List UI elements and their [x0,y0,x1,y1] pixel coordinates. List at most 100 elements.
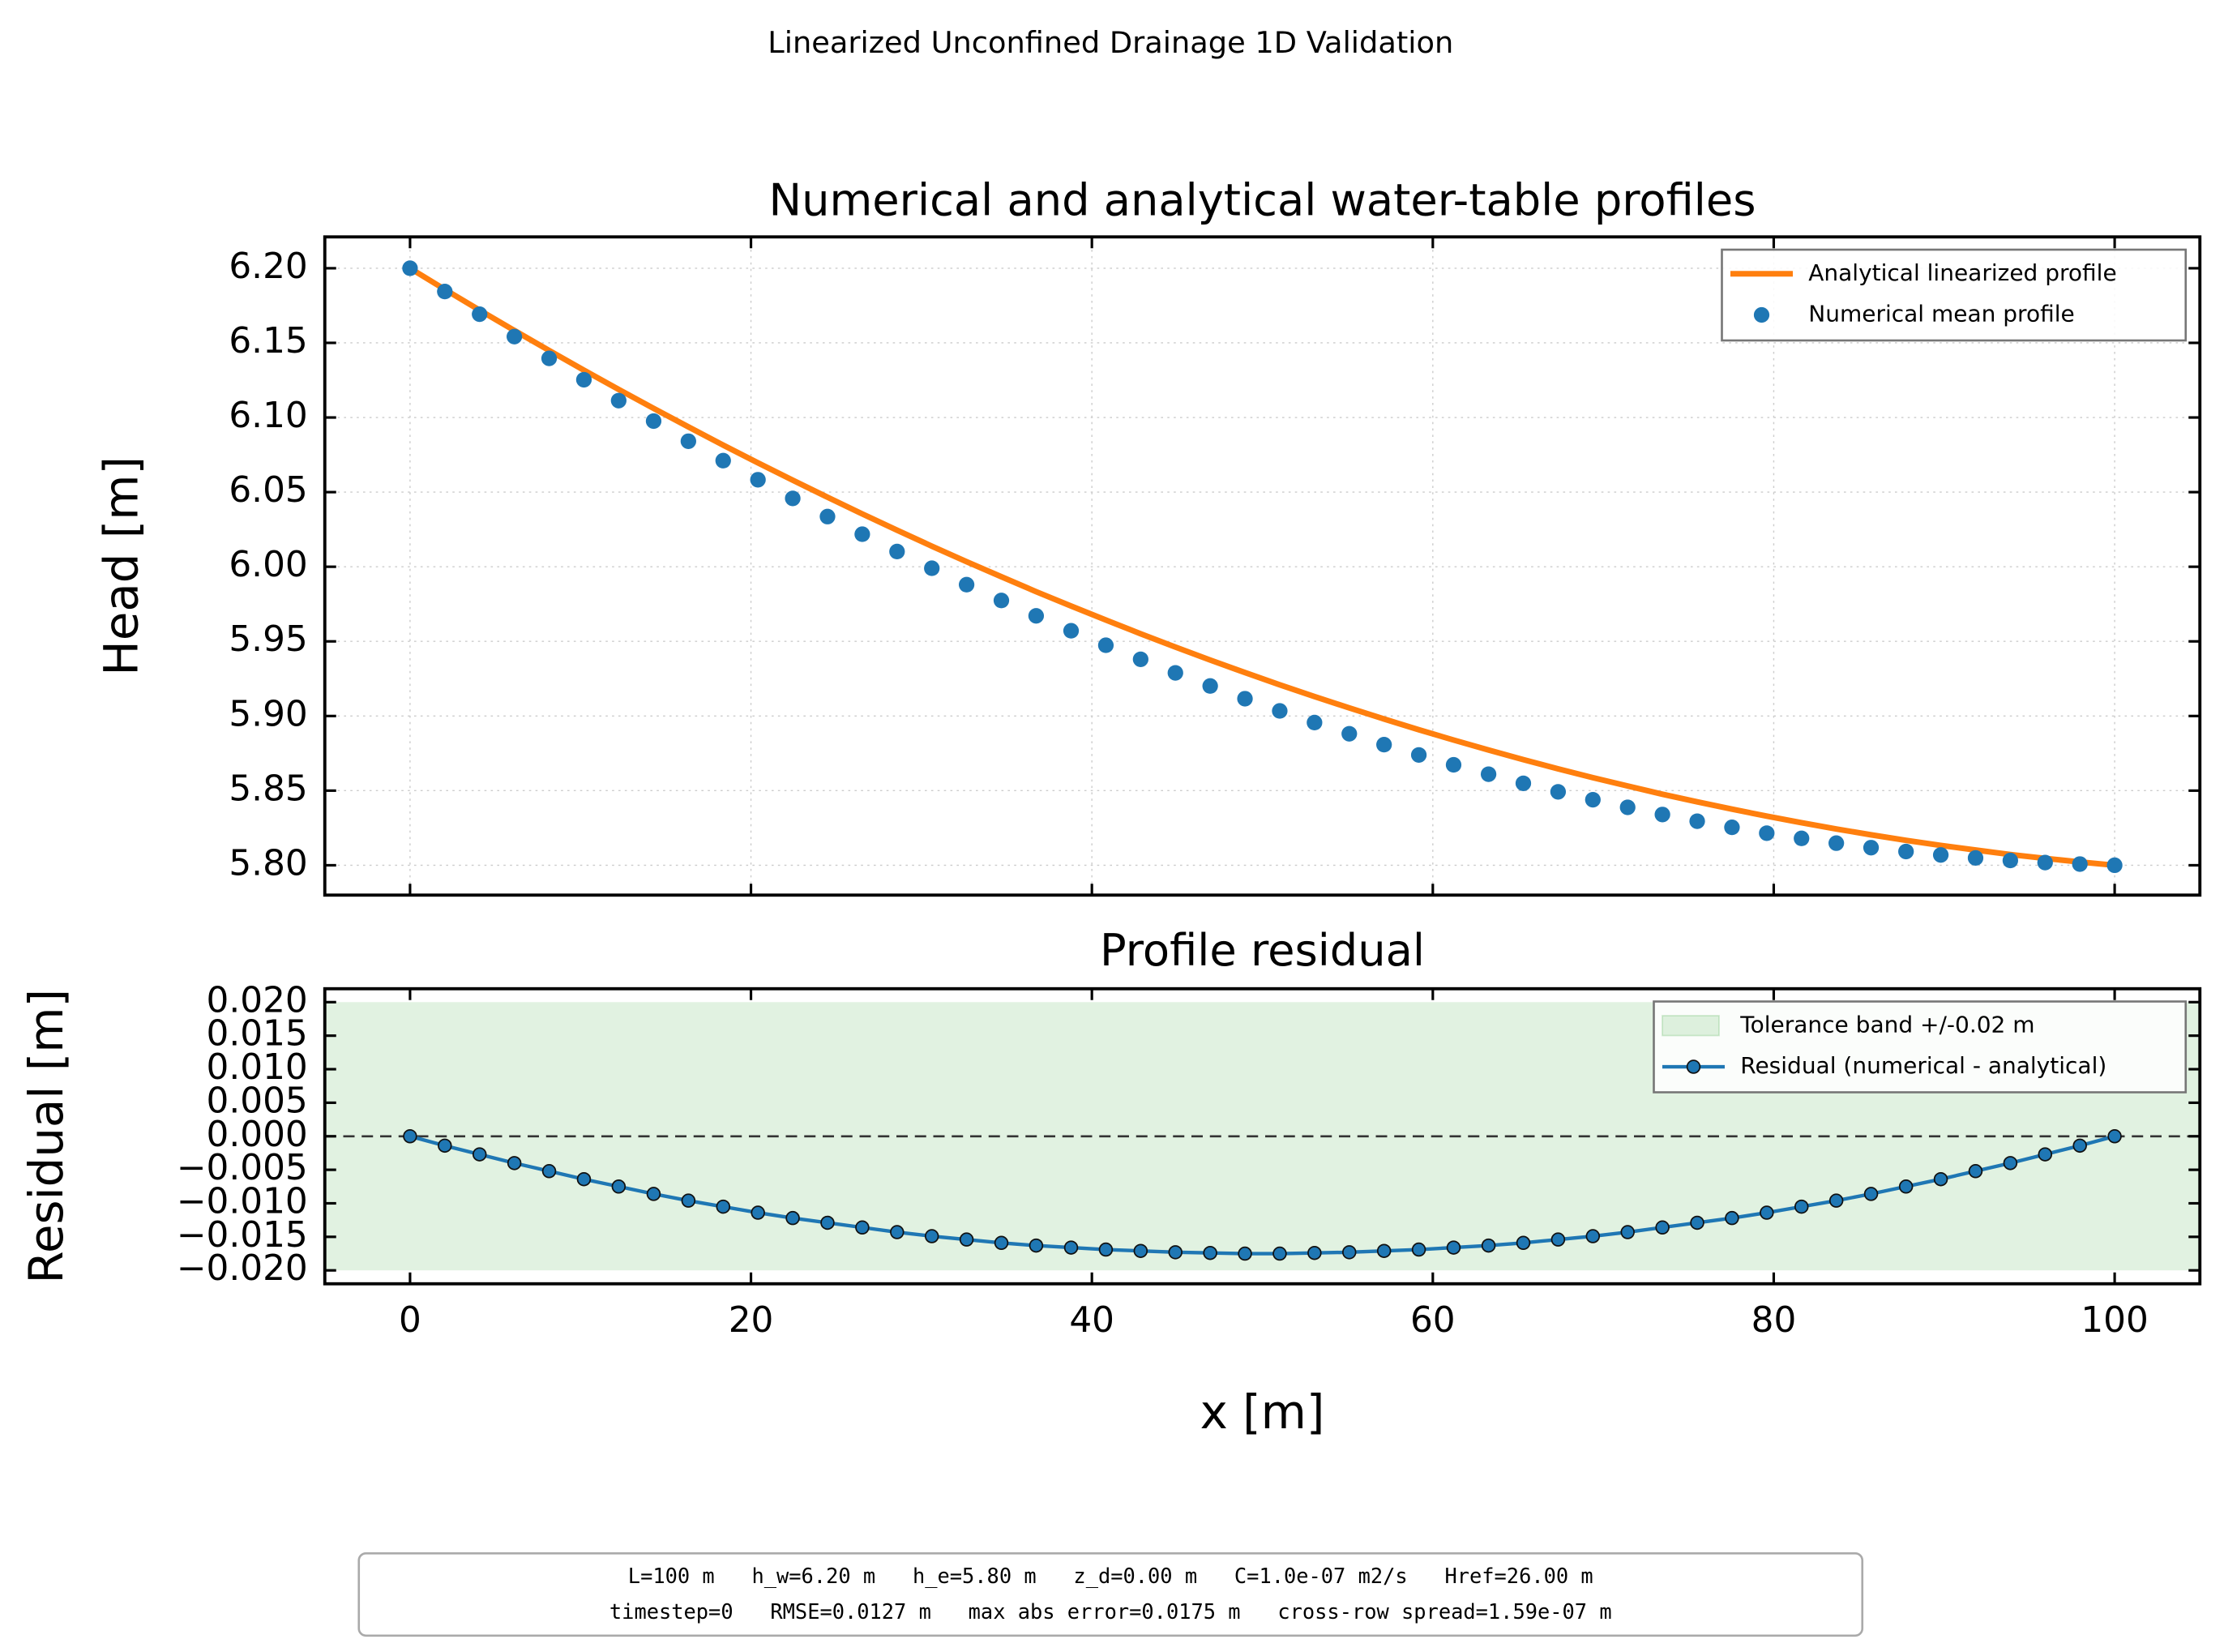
y-tick-label: 6.15 [229,320,307,362]
data-point [1480,766,1497,782]
data-point [1933,1171,1948,1187]
data-point [1794,830,1810,846]
axes-title: Numerical and analytical water-table pro… [769,174,1756,225]
data-point [2072,856,2088,872]
data-point [2072,1138,2087,1153]
y-tick-label: 0.005 [207,1080,308,1121]
y-axis-label: Head [m] [94,456,149,676]
data-point [541,350,558,366]
data-point [610,392,627,409]
data-point [541,1164,557,1179]
data-point [959,1232,974,1247]
data-point [1272,1246,1287,1261]
data-point [1760,1205,1774,1220]
x-tick-label: 0 [399,1299,421,1341]
data-point [1967,850,1984,867]
data-point [1097,637,1114,653]
data-point [1620,1225,1635,1239]
data-point [993,593,1010,609]
x-axis-label: x [m] [1200,1385,1325,1440]
x-tick-label: 60 [1410,1299,1456,1341]
y-tick-label: −0.010 [177,1180,308,1222]
data-point [1968,1164,1983,1179]
data-point [854,526,870,542]
data-point [402,260,418,276]
legend-swatch [1662,1015,1720,1037]
data-point [1863,840,1880,856]
data-point [1029,1238,1044,1253]
data-point [1376,737,1392,753]
data-point [1446,1240,1461,1255]
data-point [1828,835,1845,851]
data-point [1898,843,1914,860]
y-axis-label: Residual [m] [19,989,74,1284]
data-point [890,1225,905,1239]
data-point [575,371,592,388]
data-point [1410,747,1427,763]
data-point [1307,1245,1322,1260]
data-point [2106,857,2123,874]
data-point [1411,1242,1426,1257]
data-point [1132,651,1148,667]
series-line [408,265,2115,868]
data-point [958,576,975,593]
legend-label: Analytical linearized profile [1808,259,2116,286]
data-point [2107,1129,2122,1144]
y-tick-label: 6.20 [229,246,307,287]
data-point [1654,807,1670,823]
legend-label: Numerical mean profile [1808,301,2074,327]
data-point [1342,1245,1357,1260]
data-point [1028,608,1045,624]
y-tick-label: 5.80 [229,842,307,884]
data-point [1516,1235,1531,1251]
legend-box [1721,248,2188,342]
data-point [507,1156,522,1171]
data-point [1550,1232,1566,1247]
data-point [1063,1240,1079,1255]
data-point [889,543,905,560]
data-point [1585,791,1601,808]
data-point [924,560,940,576]
data-point [1202,678,1218,694]
data-point [1167,665,1183,681]
data-point [2003,1156,2018,1171]
x-tick-label: 80 [1751,1299,1797,1341]
data-point [1619,799,1636,815]
data-point [716,1199,731,1214]
data-point [994,1235,1009,1251]
data-point [646,1187,661,1201]
data-point [1585,1229,1601,1243]
x-tick-label: 40 [1069,1299,1114,1341]
data-point [645,413,662,430]
data-point [1759,825,1775,841]
data-point [1550,784,1567,800]
data-point [1341,725,1358,742]
info-line: timestep=0 RMSE=0.0127 m max abs error=0… [609,1599,1612,1624]
data-point [1690,1215,1704,1230]
y-tick-label: 5.90 [229,693,307,734]
data-point [611,1179,627,1194]
data-point [855,1220,870,1235]
data-point [750,472,766,488]
data-point [1133,1243,1148,1258]
data-point [1655,1220,1670,1235]
data-point [1725,1210,1739,1226]
y-tick-label: 0.015 [207,1013,308,1055]
data-point [506,328,523,345]
legend-box [1653,1000,2188,1093]
data-point [1238,1246,1252,1261]
info-box [357,1551,1864,1637]
data-point [437,284,453,300]
data-point [681,1193,696,1208]
data-point [438,1138,452,1153]
data-point [472,306,488,323]
data-point [715,452,731,469]
legend-label: Tolerance band +/-0.02 m [1739,1011,2034,1038]
data-point [2038,1147,2053,1162]
data-point [1932,847,1949,863]
data-point [1063,623,1080,639]
x-tick-label: 100 [2081,1299,2149,1341]
legend-swatch [1753,306,1770,323]
data-point [1203,1245,1217,1260]
